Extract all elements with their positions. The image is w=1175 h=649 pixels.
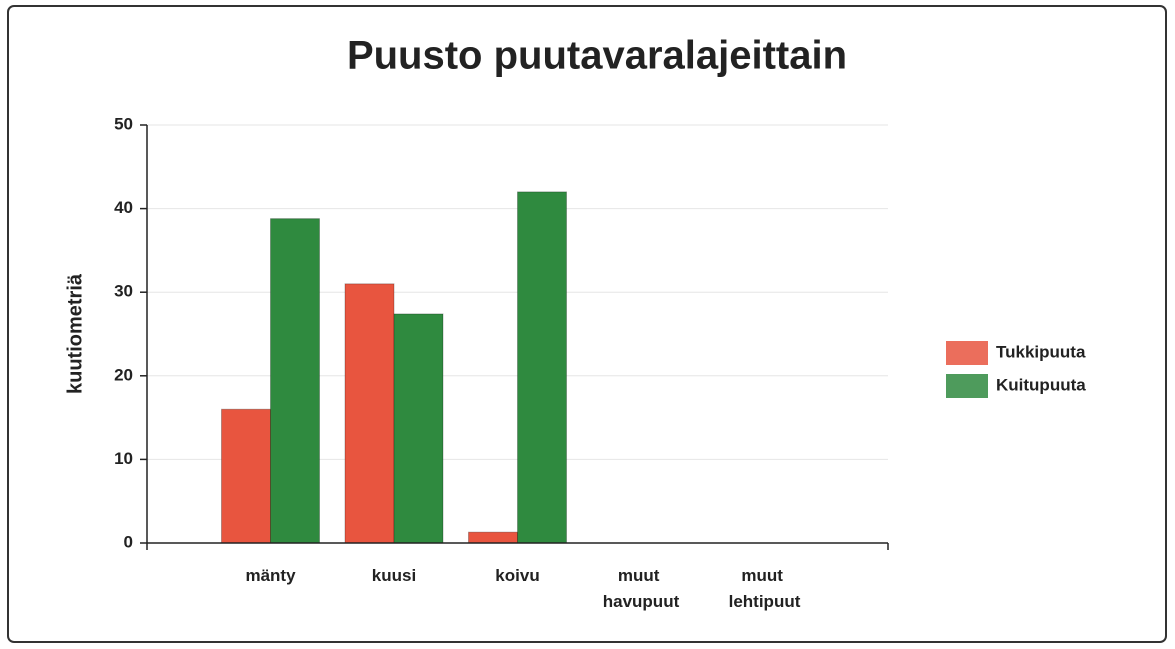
x-tick-label-line: mänty: [245, 566, 296, 585]
x-tick-label-line: koivu: [495, 566, 539, 585]
x-tick-label-line: kuusi: [372, 566, 416, 585]
y-tick-label: 0: [124, 532, 133, 551]
y-tick-label: 50: [114, 114, 133, 133]
y-axis-label: kuutiometriä: [64, 273, 86, 394]
x-tick-label-line: muut: [741, 566, 787, 585]
legend-swatch: [946, 374, 988, 398]
y-tick-label: 30: [114, 282, 133, 301]
bar: [221, 408, 271, 544]
x-tick-label: koivu: [495, 566, 539, 585]
x-tick-label-line: lehtipuut: [729, 592, 801, 611]
bar: [468, 531, 518, 544]
frame: [7, 5, 1167, 643]
bar: [517, 191, 567, 544]
x-tick-label: mänty: [245, 566, 296, 585]
bar: [393, 313, 444, 544]
y-tick-label: 20: [114, 365, 133, 384]
y-tick-label: 10: [114, 449, 133, 468]
x-tick-label-line: muut: [618, 566, 664, 585]
legend-label: Tukkipuuta: [996, 342, 1086, 361]
legend-label: Kuitupuuta: [996, 375, 1086, 394]
legend-swatch: [946, 341, 988, 365]
x-tick-label-line: havupuut: [603, 592, 680, 611]
y-tick-label: 40: [114, 198, 133, 217]
x-tick-label: kuusi: [372, 566, 416, 585]
bar: [344, 283, 395, 544]
chart-title: Puusto puutavaralajeittain: [347, 34, 847, 78]
x-tick-label: muut lehtipuut: [729, 566, 801, 611]
x-tick-label: muut havupuut: [603, 566, 680, 611]
bar: [270, 218, 320, 544]
